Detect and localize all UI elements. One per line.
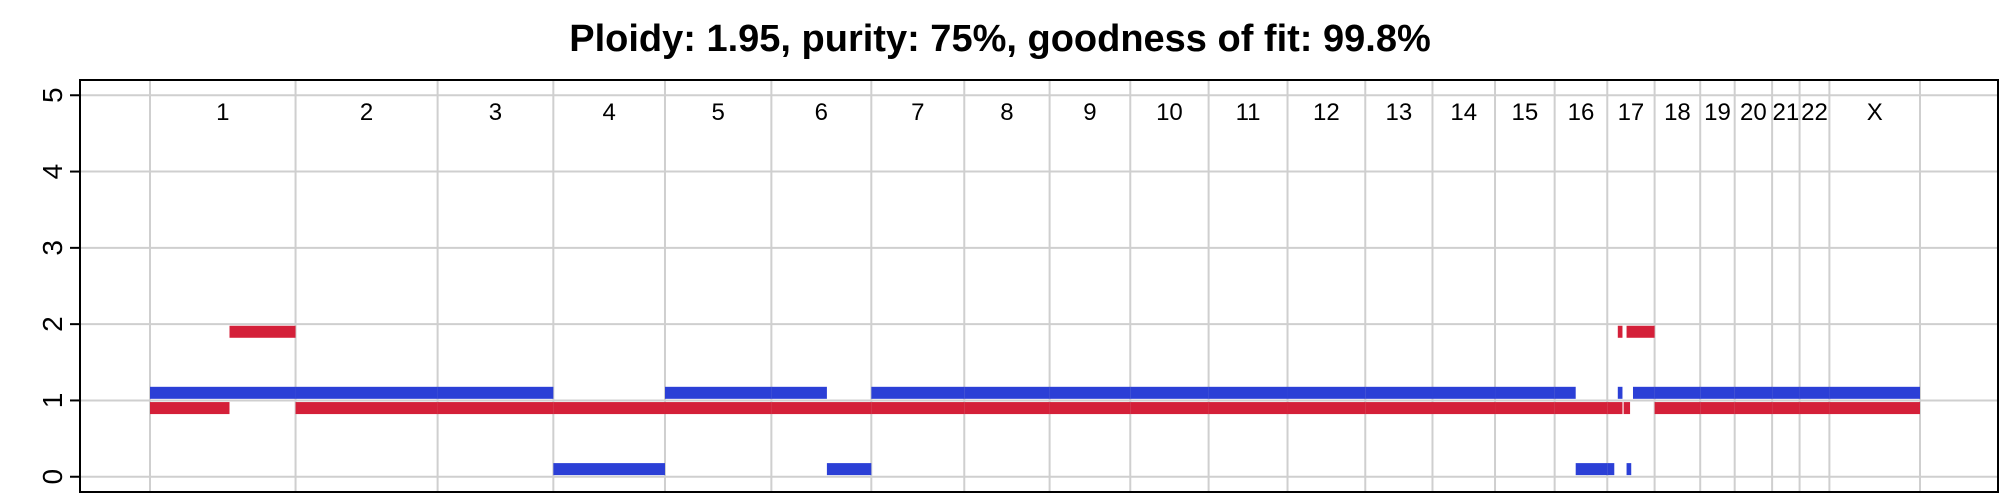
- copy-number-segment: [1495, 402, 1555, 415]
- copy-number-segment: [1575, 463, 1608, 476]
- copy-number-segment: [1799, 402, 1830, 415]
- copy-number-segment: [1554, 386, 1576, 399]
- copy-number-segment: [1554, 402, 1608, 415]
- chromosome-label: 6: [815, 99, 828, 126]
- chromosome-label: 2: [360, 99, 373, 126]
- chromosome-label: 16: [1568, 99, 1595, 126]
- copy-number-segment: [1607, 463, 1615, 476]
- copy-number-segment: [1772, 402, 1800, 415]
- chromosome-label: 21: [1772, 99, 1799, 126]
- copy-number-segment: [150, 386, 296, 399]
- copy-number-segment: [964, 386, 1050, 399]
- chromosome-label: 7: [911, 99, 924, 126]
- chromosome-label: X: [1867, 99, 1883, 126]
- chromosome-label: 15: [1511, 99, 1538, 126]
- copy-number-segment: [1365, 402, 1433, 415]
- copy-number-segment: [1049, 386, 1131, 399]
- chromosome-label: 17: [1618, 99, 1645, 126]
- y-tick-label: 2: [37, 316, 68, 332]
- chromosome-label: 3: [489, 99, 502, 126]
- chromosome-label: 12: [1313, 99, 1340, 126]
- copy-number-segment: [1632, 386, 1655, 399]
- copy-number-segment: [1829, 386, 1920, 399]
- copy-number-segment: [1130, 402, 1209, 415]
- copy-number-segment: [1626, 463, 1632, 476]
- copy-number-segment: [229, 325, 296, 338]
- copy-number-segment: [1734, 402, 1773, 415]
- copy-number-segment: [964, 402, 1050, 415]
- chromosome-label: 11: [1236, 99, 1261, 126]
- copy-number-segment: [871, 402, 965, 415]
- copy-number-segment: [1495, 386, 1555, 399]
- copy-number-segment: [1626, 325, 1655, 338]
- chromosome-label: 18: [1664, 99, 1691, 126]
- y-tick-label: 5: [37, 87, 68, 103]
- copy-number-segment: [1829, 402, 1920, 415]
- plot-frame: [79, 79, 1999, 493]
- chromosome-label: 5: [711, 99, 724, 126]
- chromosome-label: 10: [1156, 99, 1183, 126]
- copy-number-segment: [664, 386, 772, 399]
- copy-number-segment: [664, 402, 772, 415]
- chromosome-label: 1: [216, 99, 229, 126]
- copy-number-segment: [150, 402, 230, 415]
- copy-number-segment: [1049, 402, 1131, 415]
- copy-number-segment: [1617, 325, 1623, 338]
- grid-layer: [80, 80, 1998, 492]
- y-tick-label: 3: [37, 240, 68, 256]
- copy-number-segment: [1700, 386, 1735, 399]
- copy-number-segment: [1287, 386, 1366, 399]
- copy-number-segment: [553, 463, 665, 476]
- copy-number-segment: [1734, 386, 1773, 399]
- copy-number-segment: [1607, 402, 1623, 415]
- copy-number-segment: [1365, 386, 1433, 399]
- copy-number-segment: [1617, 386, 1623, 399]
- copy-number-segment: [1799, 386, 1830, 399]
- copy-number-segment: [1772, 386, 1800, 399]
- copy-number-segment: [1700, 402, 1735, 415]
- chromosome-label: 9: [1083, 99, 1096, 126]
- y-axis: 0 1 2 3 4 5: [37, 87, 80, 485]
- y-tick-label: 4: [37, 164, 68, 180]
- copy-number-segment: [295, 386, 438, 399]
- chromosome-label: 4: [602, 99, 615, 126]
- copy-number-segment: [871, 386, 965, 399]
- copy-number-segment: [1287, 402, 1366, 415]
- chromosome-label: 8: [1000, 99, 1013, 126]
- copy-number-segment: [553, 402, 665, 415]
- chromosome-label: 13: [1386, 99, 1413, 126]
- copy-number-segment: [1130, 386, 1209, 399]
- chromosome-label-layer: 1 2 3 4 5 6 7 8 9 10 11 12 13 14 15 16 17 18 19 20 21 22 X: [216, 99, 1883, 126]
- copy-number-segment: [1623, 402, 1631, 415]
- copy-number-segment: [826, 463, 872, 476]
- copy-number-segment: [1208, 402, 1288, 415]
- copy-number-segment: [295, 402, 438, 415]
- chromosome-label: 22: [1801, 99, 1828, 126]
- y-tick-label: 0: [37, 469, 68, 485]
- copy-number-segment: [1432, 402, 1496, 415]
- chart-title: Ploidy: 1.95, purity: 75%, goodness of f…: [569, 18, 1431, 60]
- chromosome-label: 20: [1740, 99, 1767, 126]
- copy-number-segment: [437, 386, 554, 399]
- copy-number-segment: [771, 386, 827, 399]
- segment-layer: [150, 325, 1920, 476]
- copy-number-segment: [771, 402, 872, 415]
- copy-number-segment: [437, 402, 554, 415]
- copy-number-segment: [1432, 386, 1496, 399]
- copy-number-segment: [1654, 402, 1701, 415]
- copy-number-segment: [1654, 386, 1701, 399]
- chromosome-label: 19: [1704, 99, 1731, 126]
- y-tick-label: 1: [37, 393, 68, 409]
- chromosome-label: 14: [1450, 99, 1477, 126]
- copy-number-segment: [1208, 386, 1288, 399]
